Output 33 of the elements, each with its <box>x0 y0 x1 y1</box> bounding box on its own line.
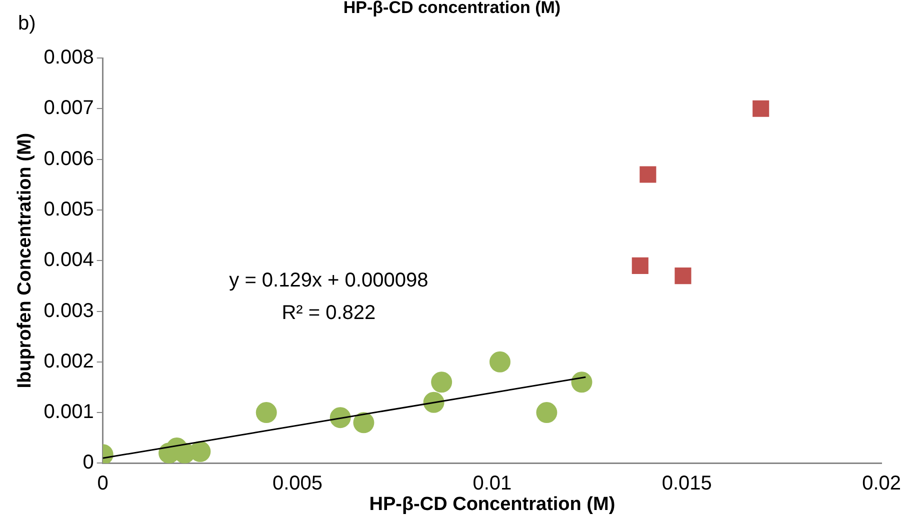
x-tick-label: 0.02 <box>862 472 902 495</box>
y-tick-label: 0.004 <box>44 249 94 272</box>
y-axis-title: Ibuprofen Concentration (M) <box>14 132 36 388</box>
y-tick-label: 0.005 <box>44 198 94 220</box>
point <box>423 392 444 413</box>
y-tick-label: 0.007 <box>44 97 94 120</box>
point <box>330 407 351 428</box>
point <box>632 257 648 274</box>
point <box>536 402 558 424</box>
point <box>431 372 452 393</box>
point <box>640 166 656 183</box>
y-tick-label: 0.008 <box>44 46 94 69</box>
y-tick-label: 0.003 <box>44 300 94 322</box>
point <box>489 351 510 372</box>
y-tick-label: 0 <box>82 452 94 474</box>
x-tick-label: 0.01 <box>472 472 512 495</box>
text: b) <box>18 12 36 35</box>
x-tick-label: 0.015 <box>662 472 712 495</box>
x-tick-label: 0 <box>97 472 108 495</box>
point <box>190 441 211 462</box>
y-tick-label: 0.006 <box>44 148 94 170</box>
point <box>256 402 277 424</box>
point <box>353 412 374 434</box>
y-tick-label: 0.002 <box>44 350 94 372</box>
point <box>674 268 692 284</box>
x-tick-label: 0.005 <box>272 472 323 495</box>
point <box>571 372 592 393</box>
x-axis-title: HP-β-CD Concentration (M) <box>369 494 616 515</box>
annotation: R² = 0.822 <box>282 302 376 324</box>
y-tick-label: 0.001 <box>44 401 94 424</box>
chart-title: HP-β-CD concentration (M) <box>343 0 561 17</box>
point <box>752 100 770 117</box>
annotation: y = 0.129x + 0.000098 <box>229 269 428 292</box>
